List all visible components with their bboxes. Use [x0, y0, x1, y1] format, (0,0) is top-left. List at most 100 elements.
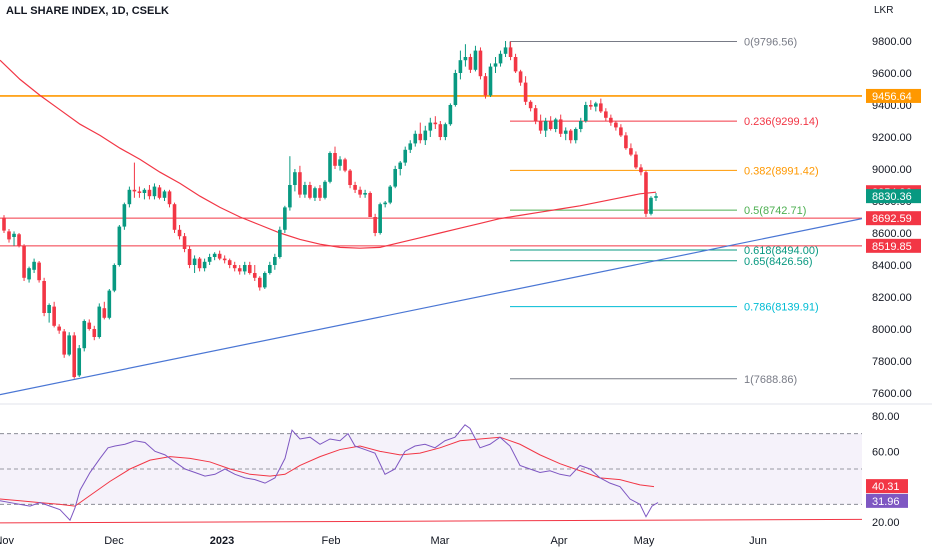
candle-body [222, 258, 227, 261]
candle-body [57, 326, 61, 331]
candle-body [654, 196, 658, 198]
candle-body [503, 47, 508, 54]
candle-body [609, 117, 613, 123]
candle-body [12, 233, 16, 237]
candle-body [107, 290, 112, 318]
candle-body [338, 159, 342, 166]
price-tick-label: 9000.00 [872, 164, 912, 176]
candle-body [87, 322, 92, 329]
candle-body [97, 306, 102, 337]
candle-body [323, 181, 327, 198]
candle-body [538, 121, 543, 131]
candle-body [122, 204, 127, 227]
candle-body [328, 153, 332, 182]
candle-body [17, 234, 21, 246]
candle-body [298, 172, 302, 195]
candle-body [202, 261, 207, 269]
candle-body [624, 135, 628, 149]
candle-body [102, 308, 107, 318]
candle-body [348, 170, 352, 185]
price-label-text: 8519.85 [872, 241, 912, 253]
candle-body [177, 229, 182, 237]
candle-body [428, 122, 433, 131]
candle-body [508, 47, 513, 57]
rsi-line [0, 424, 659, 522]
candle-body [308, 185, 312, 198]
price-tick-label: 8400.00 [872, 260, 912, 272]
candle-body [137, 191, 142, 193]
candle-body [117, 226, 122, 265]
price-tick-label: 7600.00 [872, 388, 912, 400]
candle-body [303, 185, 307, 195]
candle-body [599, 103, 603, 112]
candle-body [67, 335, 71, 355]
candle-body [639, 167, 643, 173]
candle-body [649, 197, 653, 214]
candle-body [558, 119, 563, 134]
candle-body [493, 63, 498, 67]
candle-body [242, 265, 247, 272]
candle-body [358, 189, 362, 195]
price-label-badge [866, 238, 921, 253]
candle-body [37, 262, 41, 281]
candle-body [604, 111, 608, 118]
candle-body [77, 348, 82, 376]
candle-body [543, 121, 548, 131]
time-tick-label: Jun [749, 535, 767, 547]
candle-body [252, 273, 257, 278]
rsi-label-text: 40.31 [872, 481, 900, 493]
rsi-label-badge [866, 479, 908, 494]
candle-body [578, 121, 583, 129]
candle-body [333, 153, 337, 166]
candle-body [353, 185, 357, 190]
candle-body [408, 143, 413, 150]
candle-body [62, 331, 66, 355]
candle-body [518, 71, 523, 83]
moving-average-line [0, 59, 657, 249]
rsi-label-text: 31.96 [872, 496, 900, 508]
price-tick-label: 8200.00 [872, 292, 912, 304]
fib-level-label: 0.236(9299.14) [744, 116, 819, 128]
fib-level-label: 0(9796.56) [744, 37, 797, 49]
candle-body [152, 186, 157, 197]
candle-body [463, 57, 468, 61]
rsi-ma-line [0, 436, 655, 507]
candle-body [318, 188, 322, 198]
candle-body [629, 148, 633, 155]
candle-body [283, 207, 287, 230]
candle-body [278, 229, 282, 257]
candle-body [27, 268, 31, 280]
price-tick-label: 9400.00 [872, 100, 912, 112]
candle-body [498, 53, 503, 64]
candle-body [263, 273, 267, 288]
candle-body [207, 257, 212, 262]
price-label-badge [866, 189, 921, 204]
fib-level-label: 1(7688.86) [744, 374, 797, 386]
time-tick-label: Feb [322, 535, 341, 547]
time-tick-label: 2023 [210, 535, 234, 547]
candle-body [368, 193, 372, 217]
candle-body [388, 186, 392, 203]
candle-body [197, 258, 202, 269]
candle-body [438, 124, 443, 137]
fib-level-label: 0.5(8742.71) [744, 205, 806, 217]
candle-body [182, 236, 187, 249]
candle-body [237, 268, 242, 272]
time-tick-label: Nov [0, 535, 14, 547]
candle-body [42, 281, 46, 313]
price-tick-label: 7800.00 [872, 356, 912, 368]
price-label-text: 8692.59 [872, 213, 912, 225]
candle-body [478, 50, 483, 77]
price-label-text: 9456.64 [872, 91, 912, 103]
fib-level-label: 0.786(8139.91) [744, 302, 819, 314]
candle-body [72, 335, 77, 377]
price-tick-label: 9600.00 [872, 68, 912, 80]
candle-body [423, 130, 428, 141]
candle-body [468, 57, 473, 70]
candle-body [157, 187, 162, 198]
candle-body [7, 231, 11, 240]
candle-body [127, 189, 132, 205]
candle-body [483, 76, 488, 96]
candle-body [398, 162, 403, 169]
